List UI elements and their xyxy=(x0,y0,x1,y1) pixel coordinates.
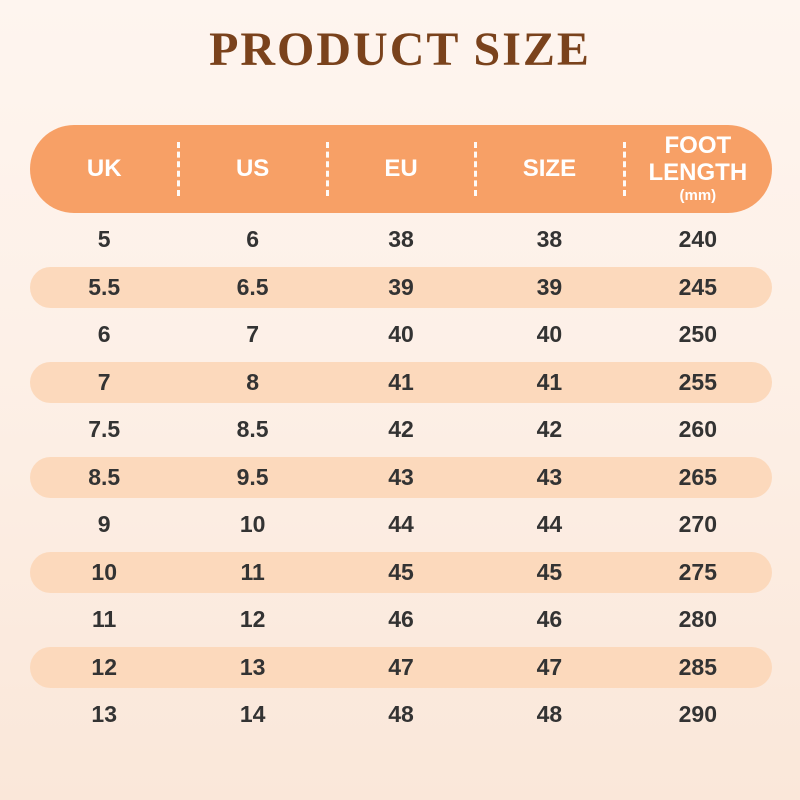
table-row: 8.5 9.5 43 43 265 xyxy=(30,456,772,498)
size-cell: 9 xyxy=(97,511,111,538)
size-cell: 42 xyxy=(536,416,563,443)
size-cell: 275 xyxy=(678,558,718,585)
table-row: 7.5 8.5 42 42 260 xyxy=(30,409,772,451)
size-cell: 255 xyxy=(678,368,718,395)
size-cell: 43 xyxy=(388,463,414,490)
size-cell: 280 xyxy=(678,606,718,633)
size-cell: 8 xyxy=(246,368,259,395)
table-row: 5.5 6.5 39 39 245 xyxy=(30,266,772,308)
size-cell: 14 xyxy=(239,701,266,728)
size-cell: 10 xyxy=(91,558,117,585)
size-cell: 11 xyxy=(92,606,117,633)
column-header-eu: EU xyxy=(327,125,475,213)
table-row: 10 11 45 45 275 xyxy=(30,551,772,593)
size-cell: 12 xyxy=(239,606,266,633)
column-header-label: EU xyxy=(384,154,418,182)
size-cell: 47 xyxy=(388,653,414,680)
size-cell: 38 xyxy=(388,226,414,253)
size-cell: 5 xyxy=(97,226,111,253)
column-header-foot-length: FOOT LENGTH (mm) xyxy=(624,125,772,213)
column-header-label: SIZE xyxy=(522,154,577,182)
size-cell: 265 xyxy=(678,463,718,490)
column-header-label: UK xyxy=(86,154,122,182)
size-cell: 7.5 xyxy=(88,416,121,443)
page-title: PRODUCT SIZE xyxy=(209,23,591,76)
size-cell: 290 xyxy=(678,701,718,728)
size-cell: 7 xyxy=(246,321,259,348)
size-cell: 6 xyxy=(246,226,259,253)
size-cell: 39 xyxy=(388,273,414,300)
table-row: 5 6 38 38 240 xyxy=(30,219,772,261)
table-body: 5 6 38 38 240 5.5 6.5 39 39 245 6 7 40 40 250 7 8 41 41 255… xyxy=(30,219,772,736)
column-header-label: US xyxy=(235,154,270,182)
table-row: 11 12 46 46 280 xyxy=(30,599,772,641)
size-cell: 46 xyxy=(536,606,563,633)
size-cell: 250 xyxy=(678,321,718,348)
size-cell: 40 xyxy=(536,321,563,348)
table-row: 13 14 48 48 290 xyxy=(30,694,772,736)
size-cell: 38 xyxy=(536,226,563,253)
size-cell: 8.5 xyxy=(236,416,269,443)
size-cell: 47 xyxy=(536,653,563,680)
size-cell: 41 xyxy=(536,368,563,395)
size-cell: 10 xyxy=(239,511,266,538)
size-cell: 8.5 xyxy=(88,463,121,490)
table-row: 7 8 41 41 255 xyxy=(30,361,772,403)
size-table: UK US EU SIZE FOOT LENGTH (mm) 5 6 38 38 240 5.5 6.… xyxy=(30,125,772,742)
table-header-row: UK US EU SIZE FOOT LENGTH (mm) xyxy=(30,125,772,213)
size-cell: 9.5 xyxy=(236,463,269,490)
size-cell: 44 xyxy=(536,511,563,538)
size-cell: 260 xyxy=(678,416,718,443)
table-row: 9 10 44 44 270 xyxy=(30,504,772,546)
column-header-label: FOOT LENGTH xyxy=(648,132,748,187)
size-cell: 13 xyxy=(239,653,266,680)
size-cell: 7 xyxy=(97,368,111,395)
table-row: 6 7 40 40 250 xyxy=(30,314,772,356)
size-cell: 13 xyxy=(91,701,117,728)
size-cell: 5.5 xyxy=(88,273,121,300)
column-header-uk: UK xyxy=(30,125,178,213)
size-cell: 46 xyxy=(388,606,414,633)
size-cell: 48 xyxy=(388,701,414,728)
size-cell: 45 xyxy=(536,558,563,585)
column-header-unit: (mm) xyxy=(679,187,717,205)
size-cell: 245 xyxy=(678,273,718,300)
size-cell: 48 xyxy=(536,701,563,728)
size-cell: 285 xyxy=(678,653,718,680)
size-cell: 45 xyxy=(388,558,414,585)
column-header-us: US xyxy=(178,125,326,213)
size-cell: 41 xyxy=(388,368,414,395)
size-cell: 43 xyxy=(536,463,563,490)
size-cell: 270 xyxy=(678,511,718,538)
size-cell: 12 xyxy=(91,653,117,680)
size-cell: 11 xyxy=(240,558,265,585)
size-cell: 6.5 xyxy=(236,273,269,300)
size-cell: 39 xyxy=(536,273,563,300)
size-cell: 6 xyxy=(97,321,111,348)
size-cell: 44 xyxy=(388,511,414,538)
size-cell: 40 xyxy=(388,321,414,348)
table-row: 12 13 47 47 285 xyxy=(30,646,772,688)
column-header-size: SIZE xyxy=(475,125,623,213)
size-cell: 42 xyxy=(388,416,414,443)
size-cell: 240 xyxy=(678,226,718,253)
